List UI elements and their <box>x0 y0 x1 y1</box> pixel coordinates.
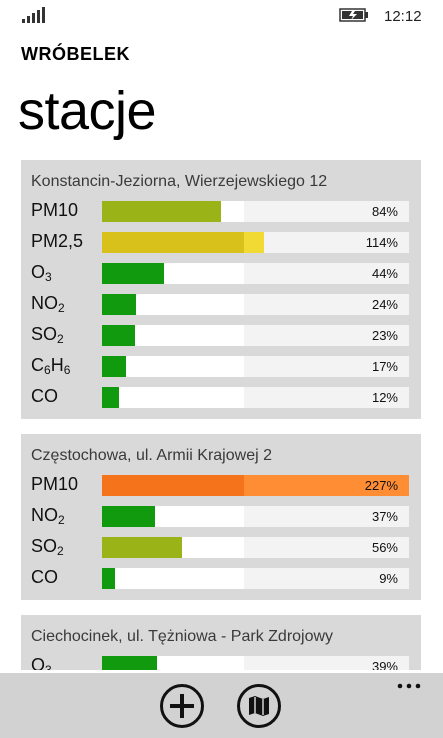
bar-track <box>102 656 244 670</box>
pollutant-label: C6H6 <box>31 355 71 377</box>
percent-value: 44% <box>371 266 398 281</box>
percent-box: 39% <box>244 656 409 670</box>
page-title: stacje <box>18 81 157 141</box>
percent-box: 24% <box>244 294 409 315</box>
reading-row: PM2,5 114% <box>31 227 411 258</box>
bar-fill <box>102 537 182 558</box>
reading-row: O3 44% <box>31 258 411 289</box>
pollutant-label: O3 <box>31 655 52 670</box>
percent-value: 17% <box>371 359 398 374</box>
percent-value: 9% <box>379 571 398 586</box>
bar-track <box>102 263 244 284</box>
percent-value: 23% <box>371 328 398 343</box>
bar-fill <box>102 356 127 377</box>
bar-fill <box>102 325 135 346</box>
pollutant-label: O3 <box>31 262 52 284</box>
pollutant-label: PM2,5 <box>31 231 84 251</box>
bar-fill <box>102 387 120 408</box>
station-card[interactable]: Częstochowa, ul. Armii Krajowej 2 PM10 227… <box>21 434 421 600</box>
add-icon <box>170 694 194 718</box>
pollutant-label: CO <box>31 567 58 587</box>
percent-box: 12% <box>244 387 409 408</box>
percent-value: 84% <box>371 204 398 219</box>
bar-fill <box>102 656 158 670</box>
battery-charging-icon <box>339 8 368 22</box>
bar-fill <box>102 475 244 496</box>
percent-value: 227% <box>364 478 398 493</box>
reading-row: PM10 84% <box>31 196 411 227</box>
percent-box: 84% <box>244 201 409 222</box>
bar-fill <box>102 294 137 315</box>
bar-track <box>102 232 244 253</box>
percent-box: 17% <box>244 356 409 377</box>
bar-track <box>102 506 244 527</box>
add-station-button[interactable] <box>160 684 204 728</box>
bar-fill <box>102 506 155 527</box>
reading-row: SO2 23% <box>31 320 411 351</box>
app-title: WRÓBELEK <box>21 44 130 64</box>
bar-track <box>102 475 244 496</box>
percent-value: 12% <box>371 390 398 405</box>
station-name: Częstochowa, ul. Armii Krajowej 2 <box>31 447 272 464</box>
percent-box: 227% <box>244 475 409 496</box>
station-name: Ciechocinek, ul. Tężniowa - Park Zdrojow… <box>31 628 334 645</box>
bar-track <box>102 356 244 377</box>
reading-row: NO2 37% <box>31 501 411 532</box>
percent-value: 24% <box>371 297 398 312</box>
bar-track <box>102 387 244 408</box>
bar-track <box>102 201 244 222</box>
reading-row: SO2 56% <box>31 532 411 563</box>
percent-value: 39% <box>371 659 398 670</box>
bar-track <box>102 568 244 589</box>
percent-box: 44% <box>244 263 409 284</box>
station-card[interactable]: Ciechocinek, ul. Tężniowa - Park Zdrojow… <box>21 615 421 670</box>
reading-row: NO2 24% <box>31 289 411 320</box>
bar-track <box>102 294 244 315</box>
pollutant-label: CO <box>31 386 58 406</box>
bar-track <box>102 325 244 346</box>
pollutant-label: SO2 <box>31 536 64 558</box>
reading-row: PM10 227% <box>31 470 411 501</box>
pollutant-label: NO2 <box>31 505 65 527</box>
pollutant-label: PM10 <box>31 200 79 220</box>
status-bar: 12:12 <box>0 0 443 32</box>
signal-icon <box>22 7 45 23</box>
app-bar <box>0 673 443 738</box>
percent-value: 114% <box>365 235 398 250</box>
map-button[interactable] <box>237 684 281 728</box>
reading-row: CO 12% <box>31 382 411 413</box>
bar-overflow <box>244 232 264 253</box>
reading-row: C6H6 17% <box>31 351 411 382</box>
bar-fill <box>102 263 165 284</box>
percent-value: 56% <box>371 540 398 555</box>
station-card[interactable]: Konstancin-Jeziorna, Wierzejewskiego 12 P… <box>21 160 421 419</box>
bar-fill <box>102 201 222 222</box>
percent-box: 9% <box>244 568 409 589</box>
bar-overflow <box>244 475 409 496</box>
reading-row: CO 9% <box>31 563 411 594</box>
percent-box: 37% <box>244 506 409 527</box>
pollutant-label: PM10 <box>31 474 79 494</box>
percent-value: 37% <box>371 509 398 524</box>
station-name: Konstancin-Jeziorna, Wierzejewskiego 12 <box>31 173 328 190</box>
pollutant-label: SO2 <box>31 324 64 346</box>
reading-row: O3 39% <box>31 651 411 670</box>
clock: 12:12 <box>384 8 422 25</box>
pollutant-label: NO2 <box>31 293 65 315</box>
percent-box: 114% <box>244 232 409 253</box>
map-icon <box>249 696 269 716</box>
station-list[interactable]: Konstancin-Jeziorna, Wierzejewskiego 12 P… <box>21 160 421 670</box>
bar-track <box>102 537 244 558</box>
percent-box: 23% <box>244 325 409 346</box>
bar-fill <box>102 568 115 589</box>
bar-fill <box>102 232 244 253</box>
percent-box: 56% <box>244 537 409 558</box>
more-icon[interactable] <box>394 677 424 695</box>
